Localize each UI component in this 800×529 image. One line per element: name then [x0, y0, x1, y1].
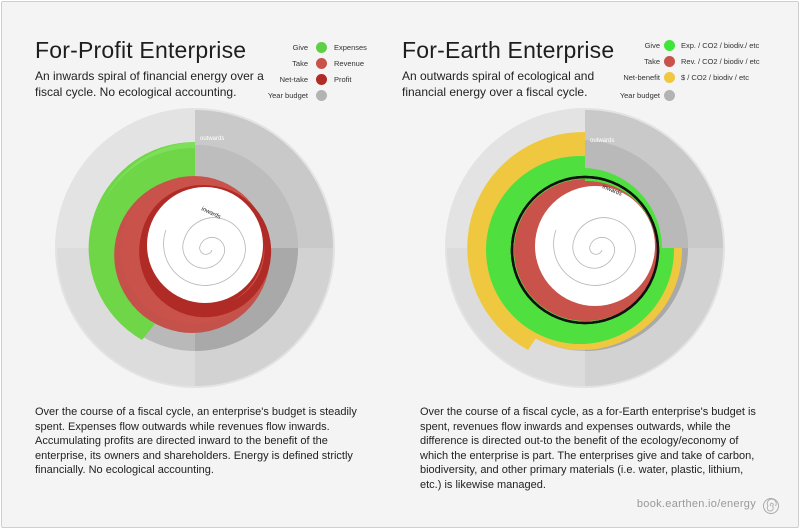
- boundary-circle-top: [510, 175, 660, 325]
- left-title: For-Profit Enterprise: [35, 37, 247, 63]
- outwards-label: outwards: [200, 136, 224, 142]
- spiral-icon: [763, 498, 779, 514]
- legend-label: Year budget: [619, 91, 660, 100]
- legend-text: Rev. / CO2 / biodiv / etc: [681, 57, 760, 66]
- legend-swatch: [664, 56, 675, 67]
- legend-swatch: [316, 58, 327, 69]
- expenses-give-band: [88, 141, 195, 340]
- legend-label: Give: [644, 41, 660, 50]
- left-subtitle: An inwards spiral of financial energy ov…: [35, 69, 264, 99]
- legend-swatch: [664, 40, 675, 51]
- left-body-text: Over the course of a fiscal cycle, an en…: [35, 406, 357, 476]
- legend-label: Give: [292, 43, 308, 52]
- legend-text: $ / CO2 / biodiv / etc: [681, 73, 749, 82]
- legend-text: Revenue: [334, 59, 365, 68]
- legend-label: Year budget: [267, 91, 308, 100]
- for-profit-spiral-diagram: outwards inwards: [55, 108, 335, 388]
- for-earth-spiral-diagram: outwards inwards: [445, 108, 725, 388]
- legend-swatch: [316, 42, 327, 53]
- spiral-line: [163, 217, 246, 286]
- right-body-text: Over the course of a fiscal cycle, as a …: [420, 406, 756, 491]
- footer-url[interactable]: book.earthen.io/energy: [636, 498, 756, 510]
- legend-text: Expenses: [334, 43, 367, 52]
- legend-label: Net-benefit: [623, 73, 660, 82]
- year-budget-overlay: [585, 140, 689, 248]
- legend-swatch: [664, 90, 675, 101]
- right-title: For-Earth Enterprise: [402, 37, 615, 63]
- legend-text: Profit: [334, 75, 352, 84]
- legend-label: Take: [292, 59, 308, 68]
- outwards-label: outwards: [590, 138, 614, 144]
- legend-swatch: [316, 74, 327, 85]
- inner-white-area: [535, 186, 655, 306]
- legend-label: Take: [644, 57, 660, 66]
- legend-swatch: [664, 72, 675, 83]
- legend-label: Net-take: [279, 75, 308, 84]
- right-subtitle: An outwards spiral of ecological and fin…: [402, 69, 595, 99]
- expenses-give-edge: [100, 142, 195, 210]
- spiral-line: [553, 217, 636, 286]
- legend-text: Exp. / CO2 / biodiv./ etc: [681, 41, 760, 50]
- legend-swatch: [316, 90, 327, 101]
